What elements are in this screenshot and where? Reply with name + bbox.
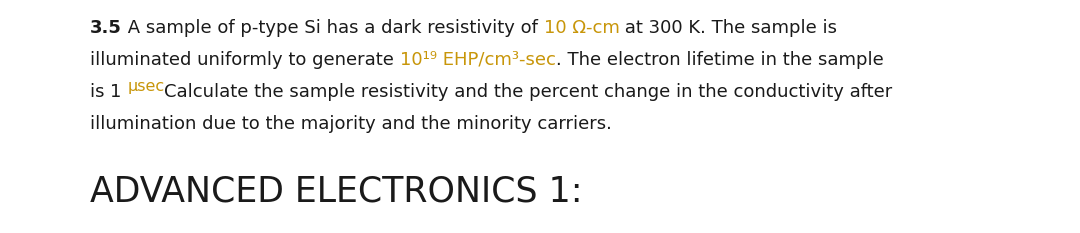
Text: is: is — [90, 83, 110, 101]
Text: 1: 1 — [110, 83, 127, 101]
Text: 10¹⁹ EHP/cm³-sec: 10¹⁹ EHP/cm³-sec — [400, 51, 555, 69]
Text: 10 Ω-cm: 10 Ω-cm — [543, 19, 619, 37]
Text: μsec: μsec — [127, 79, 164, 94]
Text: . The electron lifetime in the sample: . The electron lifetime in the sample — [555, 51, 883, 69]
Text: 3.5: 3.5 — [90, 19, 122, 37]
Text: Calculate the sample resistivity and the percent change in the conductivity afte: Calculate the sample resistivity and the… — [164, 83, 893, 101]
Text: at 300 K. The sample is: at 300 K. The sample is — [619, 19, 837, 37]
Text: illumination due to the majority and the minority carriers.: illumination due to the majority and the… — [90, 115, 612, 133]
Text: ADVANCED ELECTRONICS 1:: ADVANCED ELECTRONICS 1: — [90, 174, 582, 208]
Text: illuminated uniformly to generate: illuminated uniformly to generate — [90, 51, 400, 69]
Text: A sample of p-type Si has a dark resistivity of: A sample of p-type Si has a dark resisti… — [122, 19, 543, 37]
